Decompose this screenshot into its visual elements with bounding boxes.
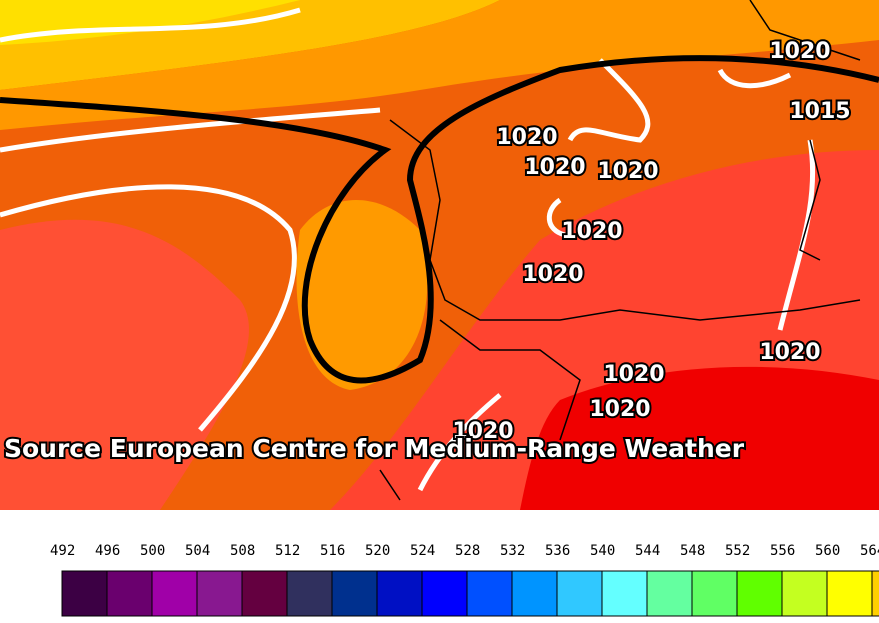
legend-level: 500 [140,543,165,559]
legend-level: 564 [860,543,879,559]
legend-swatch [736,570,783,617]
legend-level: 540 [590,543,615,559]
legend-swatch [376,570,423,617]
legend-level: 520 [365,543,390,559]
contours [0,7,816,492]
legend-swatch [106,570,153,617]
legend-swatch [826,570,873,617]
legend-level: 552 [725,543,750,559]
isobar-label: 1020 [452,419,513,444]
legend-level: 496 [95,543,120,559]
coastlines [379,0,861,501]
map: 1020 1015 1020 1020 1020 1020 1020 1020 1020 1020… [0,0,879,511]
isobar-labels: 1020 1015 1020 1020 1020 1020 1020 1020 1020 1020… [450,37,852,446]
legend-level: 536 [545,543,570,559]
legend-level: 544 [635,543,660,559]
legend-level: 524 [410,543,435,559]
source-text: Source European Centre for Medium-Range … [4,434,745,463]
legend-swatch [286,570,333,617]
legend-swatch [871,570,879,617]
legend-level: 528 [455,543,480,559]
isobar-label: 1015 [789,99,850,124]
legend-swatch [601,570,648,617]
isobar-label: 1020 [589,397,650,422]
legend-swatch [691,570,738,617]
isobar-label: 1020 [522,262,583,287]
legend-level: 516 [320,543,345,559]
legend-level: 556 [770,543,795,559]
legend-swatch [646,570,693,617]
isobar-label: 1020 [759,340,820,365]
legend-level: 532 [500,543,525,559]
orange-band [296,200,428,390]
warm-band [0,0,879,130]
legend-level: 504 [185,543,210,559]
legend-swatch [61,570,108,617]
legend-swatch [511,570,558,617]
legend-swatch [331,570,378,617]
legend-level: 508 [230,543,255,559]
legend-swatch [556,570,603,617]
legend-level: 492 [50,543,75,559]
legend-swatch [466,570,513,617]
warm-band [0,0,300,45]
isobar-label: 1020 [561,219,622,244]
legend-swatch [196,570,243,617]
isobar-label: 1020 [769,39,830,64]
legend-swatch [241,570,288,617]
red-band [0,219,249,511]
isobar-label: 1020 [496,125,557,150]
legend-swatch [781,570,828,617]
isobar-label: 1020 [603,362,664,387]
legend-level: 560 [815,543,840,559]
legend-level: 548 [680,543,705,559]
front-line [0,55,879,384]
legend-level: 512 [275,543,300,559]
legend-swatch [421,570,468,617]
legend-swatch [151,570,198,617]
legend: 492 496 500 504 508 512 516 520 524 528 532 536 540 5… [50,543,879,617]
isobar-label: 1020 [524,155,585,180]
red-band [520,366,879,510]
isobar-label: 1020 [597,159,658,184]
